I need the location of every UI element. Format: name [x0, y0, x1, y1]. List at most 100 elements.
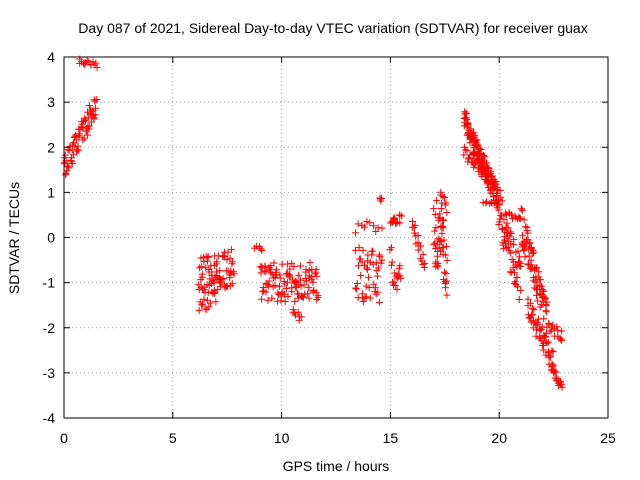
data-point [470, 161, 478, 169]
data-point [500, 245, 508, 253]
data-point [195, 306, 203, 314]
data-point [392, 220, 400, 228]
data-point [536, 281, 544, 289]
data-point [540, 346, 548, 354]
data-point [443, 256, 451, 264]
data-point [295, 271, 303, 279]
data-point [304, 290, 312, 298]
data-point [198, 301, 206, 309]
data-point [258, 295, 266, 303]
data-point [374, 272, 382, 280]
data-point [264, 281, 272, 289]
data-point [207, 299, 215, 307]
data-point [517, 262, 525, 270]
data-point [312, 265, 320, 273]
data-point [414, 246, 422, 254]
data-point [296, 262, 304, 270]
data-point [442, 280, 450, 288]
data-point [363, 218, 371, 226]
data-point [524, 229, 532, 237]
data-point [204, 253, 212, 261]
data-point [527, 299, 535, 307]
data-point [200, 295, 208, 303]
data-point [511, 269, 519, 277]
data-point [508, 211, 516, 219]
data-point [528, 250, 536, 258]
data-point [492, 180, 500, 188]
data-point [473, 136, 481, 144]
data-point [438, 229, 446, 237]
data-point [198, 270, 206, 278]
data-point [545, 338, 553, 346]
data-point [93, 95, 101, 103]
data-point [522, 223, 530, 231]
data-point [85, 113, 93, 121]
data-point [492, 191, 500, 199]
data-point [525, 240, 533, 248]
data-point [290, 262, 298, 270]
data-point [230, 268, 238, 276]
data-point [484, 170, 492, 178]
data-point [534, 297, 542, 305]
x-tick-label: 20 [491, 430, 507, 446]
data-point [369, 260, 377, 268]
data-point [70, 139, 78, 147]
data-point [419, 261, 427, 269]
data-point [527, 265, 535, 273]
data-point [549, 361, 557, 369]
data-point [369, 247, 377, 255]
data-point [497, 193, 505, 201]
data-point [496, 186, 504, 194]
data-point [82, 116, 90, 124]
data-point [504, 224, 512, 232]
data-point [65, 164, 73, 172]
data-point [417, 242, 425, 250]
data-point [378, 224, 386, 232]
data-point [375, 298, 383, 306]
data-point [286, 265, 294, 273]
data-point [498, 197, 506, 205]
data-point [228, 280, 236, 288]
data-point [291, 277, 299, 285]
data-point [288, 284, 296, 292]
data-point [374, 288, 382, 296]
data-point [300, 281, 308, 289]
data-point [540, 333, 548, 341]
data-point [91, 104, 99, 112]
data-point [271, 281, 279, 289]
data-point [361, 223, 369, 231]
data-point [481, 153, 489, 161]
x-tick-label: 10 [274, 430, 290, 446]
data-point [299, 293, 307, 301]
data-point [543, 339, 551, 347]
data-point [378, 256, 386, 264]
data-point [353, 279, 361, 287]
data-point [212, 298, 220, 306]
data-point [443, 209, 451, 217]
data-point [92, 59, 100, 67]
data-point [516, 215, 524, 223]
data-point [261, 262, 269, 270]
data-point [370, 280, 378, 288]
x-tick-label: 0 [60, 430, 68, 446]
y-tick-label: -4 [43, 410, 56, 426]
data-points [60, 55, 566, 391]
data-point [270, 259, 278, 267]
data-point [440, 236, 448, 244]
data-point [217, 276, 225, 284]
data-point [440, 217, 448, 225]
data-point [495, 201, 503, 209]
data-point [442, 242, 450, 250]
data-point [352, 284, 360, 292]
data-point [537, 282, 545, 290]
chart-title: Day 087 of 2021, Sidereal Day-to-day VTE… [78, 20, 587, 36]
data-point [511, 280, 519, 288]
x-axis-label: GPS time / hours [283, 458, 390, 474]
data-point [84, 131, 92, 139]
data-point [85, 125, 93, 133]
data-point [210, 279, 218, 287]
data-point [557, 335, 565, 343]
data-point [513, 283, 521, 291]
